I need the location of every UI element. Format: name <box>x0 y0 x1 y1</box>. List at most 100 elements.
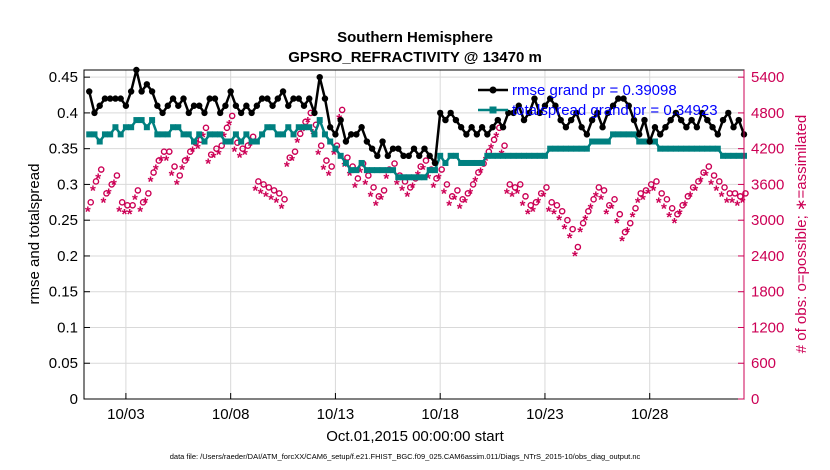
obs-possible-point <box>370 184 377 191</box>
y-tick-label: 0.45 <box>49 69 78 86</box>
obs-possible-point <box>354 175 362 182</box>
obs-assimilated-point: * <box>237 150 243 167</box>
y-tick-label: 0.25 <box>49 212 78 229</box>
legend: rmse grand pr = 0.39098 totalspread gran… <box>478 82 718 119</box>
obs-possible-point <box>186 148 194 155</box>
obs-assimilated-point: * <box>509 188 515 205</box>
rmse-point <box>709 124 716 131</box>
rmse-point <box>536 109 543 117</box>
obs-possible-point <box>537 190 545 197</box>
obs-assimilated-point: * <box>671 215 677 232</box>
obs-assimilated-point: * <box>284 159 290 176</box>
obs-possible-point <box>595 184 603 191</box>
series-obs-assimilated: ******* * ******* ****** *** * **** * *** * * * * ** *… <box>85 111 746 265</box>
totalspread-point <box>259 131 266 138</box>
obs-possible-point <box>380 187 388 194</box>
totalspread-point <box>447 152 454 159</box>
y2-tick-label: 2400 <box>751 248 784 265</box>
obs-assimilated-point: * <box>431 179 437 196</box>
obs-possible-point <box>543 184 550 191</box>
obs-assimilated-point: * <box>242 147 248 164</box>
rmse-point <box>499 124 507 131</box>
y2-tick-label: 600 <box>751 355 776 372</box>
rmse-point <box>410 145 418 152</box>
rmse-point <box>484 131 491 138</box>
totalspread-point <box>625 131 632 138</box>
totalspread-point <box>164 131 171 138</box>
obs-assimilated-point: * <box>258 185 264 202</box>
totalspread-point <box>510 152 517 159</box>
obs-assimilated-point: * <box>462 194 468 211</box>
rmse-point <box>285 102 292 109</box>
totalspread-point <box>568 145 575 152</box>
rmse-point <box>154 102 161 109</box>
y-tick-label: 0.1 <box>57 319 78 336</box>
obs-possible-point <box>579 219 587 227</box>
obs-assimilated-point: * <box>85 203 91 220</box>
y2-tick-label: 1800 <box>751 284 784 301</box>
obs-possible-point <box>689 184 697 191</box>
obs-assimilated-point: * <box>729 194 735 211</box>
obs-assimilated-point: * <box>598 191 604 208</box>
rmse-point <box>489 124 496 131</box>
obs-assimilated-point: * <box>457 200 463 217</box>
rmse-point <box>389 145 397 152</box>
obs-assimilated-point: * <box>294 135 300 152</box>
totalspread-point <box>353 167 360 174</box>
totalspread-point <box>484 152 491 159</box>
obs-possible-point <box>448 193 456 200</box>
rmse-point <box>175 102 182 109</box>
obs-possible-point <box>721 184 728 191</box>
rmse-point <box>169 95 177 102</box>
obs-assimilated-point: * <box>226 117 232 134</box>
totalspread-point <box>494 152 501 159</box>
rmse-point <box>138 88 145 95</box>
totalspread-point <box>578 145 585 152</box>
totalspread-point <box>678 145 685 152</box>
obs-possible-point <box>658 190 665 197</box>
rmse-point <box>185 109 192 117</box>
rmse-point <box>127 88 135 95</box>
rmse-point <box>725 109 732 117</box>
totalspread-point <box>536 152 543 159</box>
totalspread-point <box>306 124 313 131</box>
rmse-point <box>337 116 344 124</box>
rmse-point <box>243 102 250 109</box>
rmse-point <box>704 116 711 124</box>
totalspread-point <box>599 138 606 145</box>
rmse-point <box>227 88 234 95</box>
obs-possible-point <box>647 181 655 188</box>
obs-possible-point <box>700 169 707 176</box>
rmse-point <box>101 95 109 102</box>
obs-possible-point <box>632 204 639 212</box>
obs-possible-point <box>637 190 645 197</box>
rmse-point <box>431 159 439 167</box>
obs-possible-point <box>139 199 147 206</box>
obs-possible-point <box>527 201 535 209</box>
rmse-point <box>609 102 617 109</box>
rmse-point <box>91 109 98 117</box>
obs-possible-point <box>213 145 220 152</box>
rmse-point <box>148 88 156 95</box>
obs-possible-point <box>286 154 294 161</box>
obs-assimilated-point: * <box>163 153 169 170</box>
obs-possible-point <box>684 193 692 200</box>
rmse-point <box>683 124 690 131</box>
obs-assimilated-point: * <box>347 167 353 184</box>
obs-possible-point <box>558 207 566 215</box>
x-tick-label: 10/03 <box>107 406 145 423</box>
rmse-point <box>463 131 470 138</box>
y-tick-label: 0 <box>70 391 78 408</box>
obs-possible-point <box>574 243 582 251</box>
totalspread-point <box>379 167 386 174</box>
obs-possible-point <box>438 166 445 173</box>
obs-possible-point <box>469 181 477 188</box>
obs-assimilated-point: * <box>90 182 96 199</box>
totalspread-point <box>133 117 140 124</box>
obs-assimilated-point: * <box>719 188 725 205</box>
obs-assimilated-point: * <box>127 206 133 223</box>
y-tick-label: 0.15 <box>49 284 78 301</box>
rmse-point <box>567 116 575 124</box>
obs-possible-point <box>338 106 346 114</box>
